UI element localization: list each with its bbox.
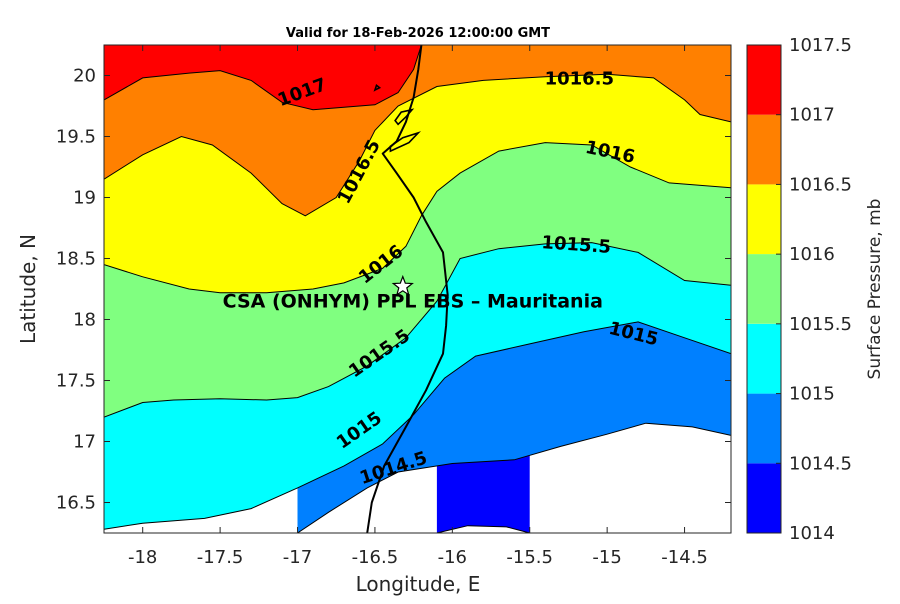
x-tick-label: -16.5 [352, 547, 399, 568]
colorbar-tick-label: 1014 [789, 523, 835, 544]
isobar-1014-5 [297, 422, 731, 533]
site-marker-group: CSA (ONHYM) PPL EBS – Mauritania [223, 274, 603, 313]
x-tick-label: -16 [438, 547, 467, 568]
x-tick-label: -17.5 [197, 547, 244, 568]
island-outline [389, 131, 422, 153]
x-tick-label: -17 [283, 547, 312, 568]
site-star-icon [391, 274, 414, 297]
x-tick-label: -18 [128, 547, 157, 568]
colorbar-tick-label: 1017.5 [789, 35, 852, 56]
colorbar-swatch [747, 184, 781, 255]
isobar-1017 [104, 45, 422, 111]
isobar-1015-5 [104, 242, 731, 418]
colorbar-swatch [747, 323, 781, 394]
island-outline [373, 83, 382, 92]
colorbar-swatch [747, 463, 781, 533]
y-tick-label: 19 [73, 188, 96, 209]
y-tick-label: 18 [73, 310, 96, 331]
site-label: CSA (ONHYM) PPL EBS – Mauritania [223, 291, 603, 313]
x-tick-label: -14.5 [661, 547, 708, 568]
plot-frame [103, 44, 732, 534]
colorbar-frame [746, 44, 782, 534]
colorbar-swatch [747, 114, 781, 185]
colorbar-tick-label: 1015.5 [789, 314, 852, 335]
contour-label: 1016.5 [545, 69, 614, 90]
x-axis-label: Longitude, E [356, 572, 481, 596]
y-tick-label: 16.5 [56, 493, 96, 514]
colorbar-tick-label: 1016 [789, 244, 835, 265]
colorbar-tick-label: 1017 [789, 105, 835, 126]
chart-title: Valid for 18-Feb-2026 12:00:00 GMT [286, 26, 550, 41]
contour-label: 1015.5 [541, 232, 612, 258]
colorbar-swatch [747, 393, 781, 464]
colorbar-swatch [747, 254, 781, 324]
colorbar: 1014 1014.5 1015 1015.5 1016 1016.5 1017 1017.5 [746, 35, 852, 544]
colorbar-label: Surface Pressure, mb [865, 199, 885, 380]
coastline [366, 45, 449, 533]
x-tick-label: -15.5 [506, 547, 553, 568]
y-axis-ticks: 16.5 17 17.5 18 18.5 19 19.5 20 [56, 66, 731, 514]
colorbar-tick-label: 1014.5 [789, 453, 852, 474]
colorbar-tick-label: 1016.5 [789, 174, 852, 195]
pressure-bands [104, 45, 731, 533]
colorbar-swatch [747, 45, 781, 115]
y-axis-label: Latitude, N [16, 234, 40, 344]
y-tick-label: 18.5 [56, 249, 96, 270]
coastline-path [366, 45, 449, 533]
isobar-1016 [104, 142, 731, 294]
y-tick-label: 17 [73, 432, 96, 453]
island-outline [394, 108, 415, 126]
y-tick-label: 17.5 [56, 371, 96, 392]
isobar-1016-5 [104, 73, 731, 217]
colorbar-tick-label: 1015 [789, 384, 835, 405]
y-tick-label: 20 [73, 66, 96, 87]
y-tick-label: 19.5 [56, 127, 96, 148]
x-tick-label: -15 [592, 547, 621, 568]
x-axis-ticks: -18 -17.5 -17 -16.5 -16 -15.5 -15 -14.5 [128, 45, 708, 568]
pressure-band-1017 [104, 45, 422, 110]
